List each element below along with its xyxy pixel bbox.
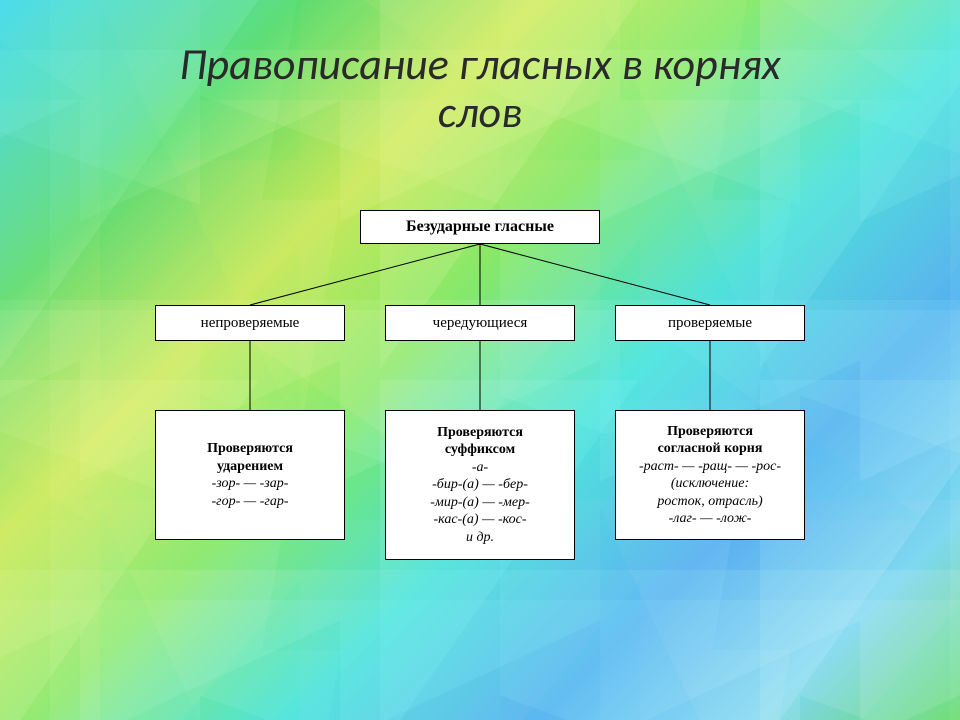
diagram-mid-label: чередующиеся bbox=[433, 314, 528, 333]
diagram-mid-label: непроверяемые bbox=[201, 314, 300, 333]
title-line-2: слов bbox=[0, 88, 960, 136]
diagram-leaf-line: -мир-(а) — -мер- bbox=[430, 494, 530, 512]
diagram-leaf-line: согласной корня bbox=[658, 440, 763, 458]
diagram-leaf-line: -а- bbox=[472, 459, 488, 477]
slide-title: Правописание гласных в корнях слов bbox=[0, 40, 960, 137]
diagram-leaf-line: Проверяются bbox=[667, 423, 753, 441]
hierarchy-diagram: Безударные гласные непроверяемые чередующи… bbox=[135, 210, 825, 590]
diagram-leaf-line: -лаг- — -лож- bbox=[669, 510, 752, 528]
diagram-root-label: Безударные гласные bbox=[406, 217, 554, 237]
connector-line bbox=[480, 244, 710, 305]
diagram-root-box: Безударные гласные bbox=[360, 210, 600, 244]
diagram-mid-label: проверяемые bbox=[668, 314, 752, 333]
diagram-mid-box-0: непроверяемые bbox=[155, 305, 345, 341]
diagram-leaf-line: -гор- — -гар- bbox=[211, 493, 288, 511]
connector-line bbox=[250, 244, 480, 305]
diagram-leaf-line: -кас-(а) — -кос- bbox=[433, 511, 526, 529]
diagram-leaf-line: Проверяются bbox=[207, 440, 293, 458]
diagram-leaf-line: росток, отрасль) bbox=[657, 493, 762, 511]
diagram-mid-box-2: проверяемые bbox=[615, 305, 805, 341]
diagram-leaf-box-1: Проверяютсясуффиксом-а--бир-(а) — -бер--… bbox=[385, 410, 575, 560]
diagram-leaf-line: -раст- — -ращ- — -рос- bbox=[639, 458, 781, 476]
diagram-mid-box-1: чередующиеся bbox=[385, 305, 575, 341]
diagram-leaf-line: Проверяются bbox=[437, 424, 523, 442]
diagram-leaf-box-0: Проверяютсяударением-зор- — -зар--гор- —… bbox=[155, 410, 345, 540]
slide: Правописание гласных в корнях слов Безуд… bbox=[0, 0, 960, 720]
diagram-leaf-box-2: Проверяютсясогласной корня-раст- — -ращ-… bbox=[615, 410, 805, 540]
diagram-leaf-line: суффиксом bbox=[445, 441, 515, 459]
diagram-leaf-line: -зор- — -зар- bbox=[212, 475, 289, 493]
diagram-leaf-line: ударением bbox=[217, 458, 283, 476]
diagram-leaf-line: -бир-(а) — -бер- bbox=[432, 476, 528, 494]
diagram-leaf-line: (исключение: bbox=[671, 475, 749, 493]
title-line-1: Правописание гласных в корнях bbox=[0, 40, 960, 88]
diagram-leaf-line: и др. bbox=[466, 529, 494, 547]
